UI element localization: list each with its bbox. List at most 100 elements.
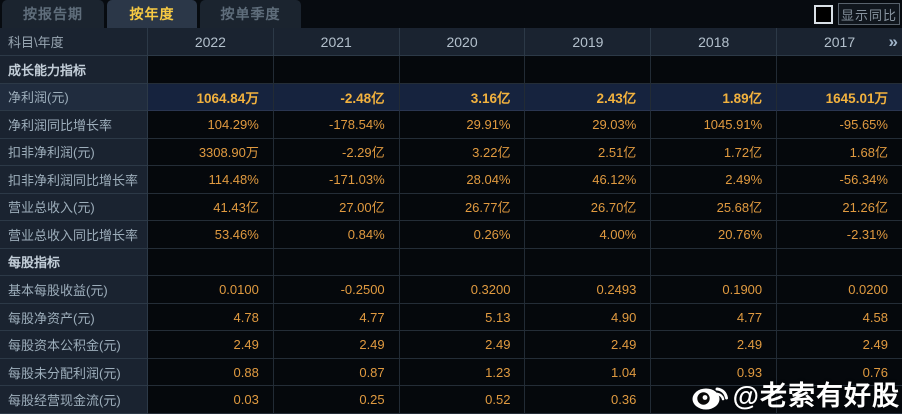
cell-value: 1.72亿 (651, 138, 778, 167)
cell-value: 4.78 (148, 303, 274, 332)
more-columns-icon[interactable]: » (888, 32, 899, 51)
row-label: 每股经营现金流(元) (0, 386, 148, 414)
cell-value (148, 56, 274, 84)
cell-value: 2.43亿 (525, 83, 652, 112)
cell-value: 21.26亿 (777, 193, 902, 222)
table-row: 净利润(元) 1064.84万 -2.48亿 3.16亿 2.43亿 1.89亿 1645.… (0, 83, 902, 112)
year-header-2017: 2017 (777, 28, 902, 56)
cell-value: 2.49 (273, 331, 400, 359)
cell-value: 2.49% (651, 166, 778, 194)
cell-value: 0.1900 (651, 276, 778, 304)
table-row: 基本每股收益(元) 0.0100 -0.2500 0.3200 0.2493 0.1900… (0, 276, 902, 304)
cell-value: 0.36 (525, 386, 652, 414)
cell-value (273, 56, 400, 84)
cell-value (777, 56, 902, 84)
cell-value (525, 248, 652, 277)
table-row: 每股净资产(元) 4.78 4.77 5.13 4.90 4.77 4.58 (0, 303, 902, 332)
cell-value (651, 248, 778, 277)
cell-value: -171.03% (273, 166, 400, 194)
cell-value: 2.49 (148, 331, 274, 359)
cell-value: 53.46% (148, 221, 274, 249)
cell-value: -2.29亿 (273, 138, 400, 167)
table-header-row: 科目\年度 2022 2021 2020 2019 2018 2017 (0, 28, 902, 56)
cell-value: 0.88 (148, 358, 274, 387)
cell-value: 0.26% (399, 221, 526, 249)
cell-value: 2.51亿 (525, 138, 652, 167)
show-yoy-button[interactable]: 显示同比 (838, 3, 900, 25)
cell-value (273, 248, 400, 277)
row-label: 净利润(元) (0, 83, 148, 112)
table-row: 扣非净利润(元) 3308.90万 -2.29亿 3.22亿 2.51亿 1.72亿 1.6… (0, 138, 902, 167)
show-yoy-checkbox[interactable] (814, 5, 833, 24)
cell-value: 0.84% (273, 221, 400, 249)
cell-value: -2.48亿 (273, 83, 400, 112)
cell-value: 1045.91% (651, 111, 778, 139)
cell-value: 1064.84万 (148, 83, 274, 112)
cell-value: 0.93 (651, 358, 778, 387)
row-label: 营业总收入同比增长率 (0, 221, 148, 249)
cell-value: 4.58 (777, 303, 902, 332)
tab-by-year[interactable]: 按年度 (107, 0, 197, 28)
tab-by-quarter[interactable]: 按单季度 (200, 0, 301, 28)
cell-value: 25.68亿 (651, 193, 778, 222)
cell-value: 5.13 (399, 303, 526, 332)
cell-value: 3308.90万 (148, 138, 274, 167)
year-header-2021: 2021 (273, 28, 400, 56)
cell-value: 0.3200 (399, 276, 526, 304)
year-header-2018: 2018 (651, 28, 778, 56)
row-label: 每股净资产(元) (0, 303, 148, 332)
cell-value: 0.0100 (148, 276, 274, 304)
row-label: 基本每股收益(元) (0, 276, 148, 304)
cell-value: 3.16亿 (399, 83, 526, 112)
cell-value: 46.12% (525, 166, 652, 194)
cell-value: 0.03 (148, 386, 274, 414)
cell-value: 41.43亿 (148, 193, 274, 222)
table-row: 营业总收入(元) 41.43亿 27.00亿 26.77亿 26.70亿 25.68亿 21… (0, 193, 902, 222)
cell-value (651, 56, 778, 84)
table-row: 每股资本公积金(元) 2.49 2.49 2.49 2.49 2.49 2.49 (0, 331, 902, 359)
year-header-2019: 2019 (525, 28, 652, 56)
cell-value: 4.77 (273, 303, 400, 332)
cell-value: -2.31% (777, 221, 902, 249)
tab-bar: 按报告期 按年度 按单季度 显示同比 (0, 0, 902, 28)
cell-value: 0.0200 (777, 276, 902, 304)
cell-value: 26.70亿 (525, 193, 652, 222)
row-label: 每股资本公积金(元) (0, 331, 148, 359)
cell-value: 29.91% (399, 111, 526, 139)
cell-value: -56.34% (777, 166, 902, 194)
row-label: 扣非净利润同比增长率 (0, 166, 148, 194)
table-row: 每股经营现金流(元) 0.03 0.25 0.52 0.36 (0, 386, 902, 414)
cell-value: 2.49 (525, 331, 652, 359)
cell-value: 0.76 (777, 358, 902, 387)
cell-value: 26.77亿 (399, 193, 526, 222)
cell-value: 1.04 (525, 358, 652, 387)
table-row: 扣非净利润同比增长率 114.48% -171.03% 28.04% 46.12% 2.4… (0, 166, 902, 194)
cell-value: 0.52 (399, 386, 526, 414)
cell-value (525, 56, 652, 84)
row-label: 每股未分配利润(元) (0, 358, 148, 387)
row-label: 每股指标 (0, 248, 148, 277)
cell-value: 0.87 (273, 358, 400, 387)
section-row: 成长能力指标 (0, 56, 902, 84)
table-row: 每股未分配利润(元) 0.88 0.87 1.23 1.04 0.93 0.76 (0, 358, 902, 387)
cell-value: 29.03% (525, 111, 652, 139)
cell-value: 28.04% (399, 166, 526, 194)
cell-value: 104.29% (148, 111, 274, 139)
tab-by-report-period[interactable]: 按报告期 (2, 0, 104, 28)
cell-value: 27.00亿 (273, 193, 400, 222)
cell-value (399, 248, 526, 277)
cell-value: -178.54% (273, 111, 400, 139)
cell-value (777, 386, 902, 414)
row-label: 成长能力指标 (0, 56, 148, 84)
year-header-2022: 2022 (148, 28, 274, 56)
cell-value: 20.76% (651, 221, 778, 249)
row-label: 营业总收入(元) (0, 193, 148, 222)
cell-value: 4.90 (525, 303, 652, 332)
corner-header-cell: 科目\年度 (0, 28, 148, 56)
cell-value: 1.68亿 (777, 138, 902, 167)
cell-value: -0.2500 (273, 276, 400, 304)
table-row: 净利润同比增长率 104.29% -178.54% 29.91% 29.03% 1045.… (0, 111, 902, 139)
cell-value: 114.48% (148, 166, 274, 194)
table-body: 成长能力指标 净利润(元) 1064.84万 -2.48亿 3.16亿 2.43亿 1.89… (0, 56, 902, 414)
cell-value: 1.89亿 (651, 83, 778, 112)
